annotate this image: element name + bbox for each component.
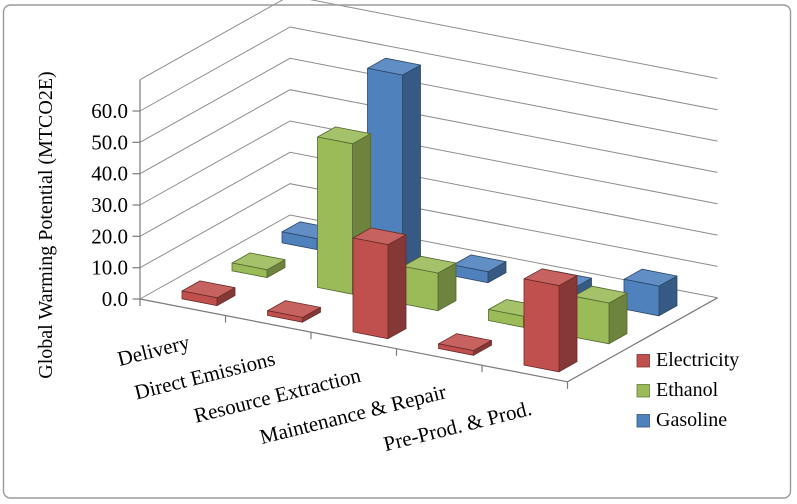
bar-electricity-maintenance-repair xyxy=(438,333,492,356)
y-tick-label: 10.0 xyxy=(91,256,128,280)
y-tick-label: 20.0 xyxy=(91,224,128,248)
bar-electricity-direct-emissions xyxy=(267,300,321,323)
bar-front-face xyxy=(267,310,303,323)
legend-label-ethanol: Ethanol xyxy=(656,379,719,401)
bar-front-face xyxy=(402,265,439,312)
floor-back-edges xyxy=(139,214,718,300)
bar-ethanol-delivery xyxy=(231,252,286,279)
gridline-40 xyxy=(139,89,718,175)
legend-item-electricity: Electricity xyxy=(636,349,739,371)
gridline-60 xyxy=(139,26,718,112)
bar-side-face xyxy=(558,275,578,373)
bar-front-face xyxy=(181,290,218,307)
bar-front-face xyxy=(623,278,660,317)
bar-front-face xyxy=(281,231,318,251)
gridline-20 xyxy=(139,151,718,237)
legend-item-gasoline: Gasoline xyxy=(636,409,727,431)
y-tick-label: 50.0 xyxy=(91,130,128,154)
bar-electricity-delivery xyxy=(181,280,236,307)
legend-item-ethanol: Ethanol xyxy=(636,379,719,401)
bar-gasoline-direct-emissions xyxy=(367,57,421,267)
y-tick-label: 40.0 xyxy=(91,162,128,186)
bar-side-face xyxy=(387,234,407,340)
bar-ethanol-pre-prod-prod xyxy=(573,285,628,345)
gridlines xyxy=(139,0,718,300)
legend-label-electricity: Electricity xyxy=(656,349,739,371)
bars xyxy=(181,57,678,373)
y-tick-label: 30.0 xyxy=(91,193,128,217)
y-tick-label: 0.0 xyxy=(102,287,128,311)
legend-label-gasoline: Gasoline xyxy=(656,409,727,431)
bar-front-face xyxy=(523,278,560,373)
y-axis-title: Global Warming Potential (MTCO2E) xyxy=(35,71,57,378)
gridline-10 xyxy=(139,183,718,269)
bar-front-face xyxy=(573,295,610,345)
bar-front-face xyxy=(317,136,353,295)
gridline-50 xyxy=(139,57,718,143)
bar-gasoline-pre-prod-prod xyxy=(623,268,678,317)
gridline-70 xyxy=(139,0,718,81)
bar-electricity-pre-prod-prod xyxy=(523,268,578,373)
bar-electricity-resource-extraction xyxy=(352,227,407,340)
bar-ethanol-resource-extraction xyxy=(402,255,457,312)
legend-swatch-ethanol xyxy=(636,384,650,398)
legend-swatch-gasoline xyxy=(636,414,650,428)
gridline-30 xyxy=(139,120,718,206)
bar-front-face xyxy=(231,262,268,279)
legend-swatch-electricity xyxy=(636,354,650,368)
y-tick-label: 60.0 xyxy=(91,99,128,123)
axes xyxy=(132,79,718,389)
window-border xyxy=(2,4,792,499)
bar-front-face xyxy=(488,309,524,328)
legend: Electricity Ethanol Gasoline xyxy=(636,349,739,431)
bar-front-face xyxy=(438,343,474,356)
bar-front-face xyxy=(352,237,389,340)
